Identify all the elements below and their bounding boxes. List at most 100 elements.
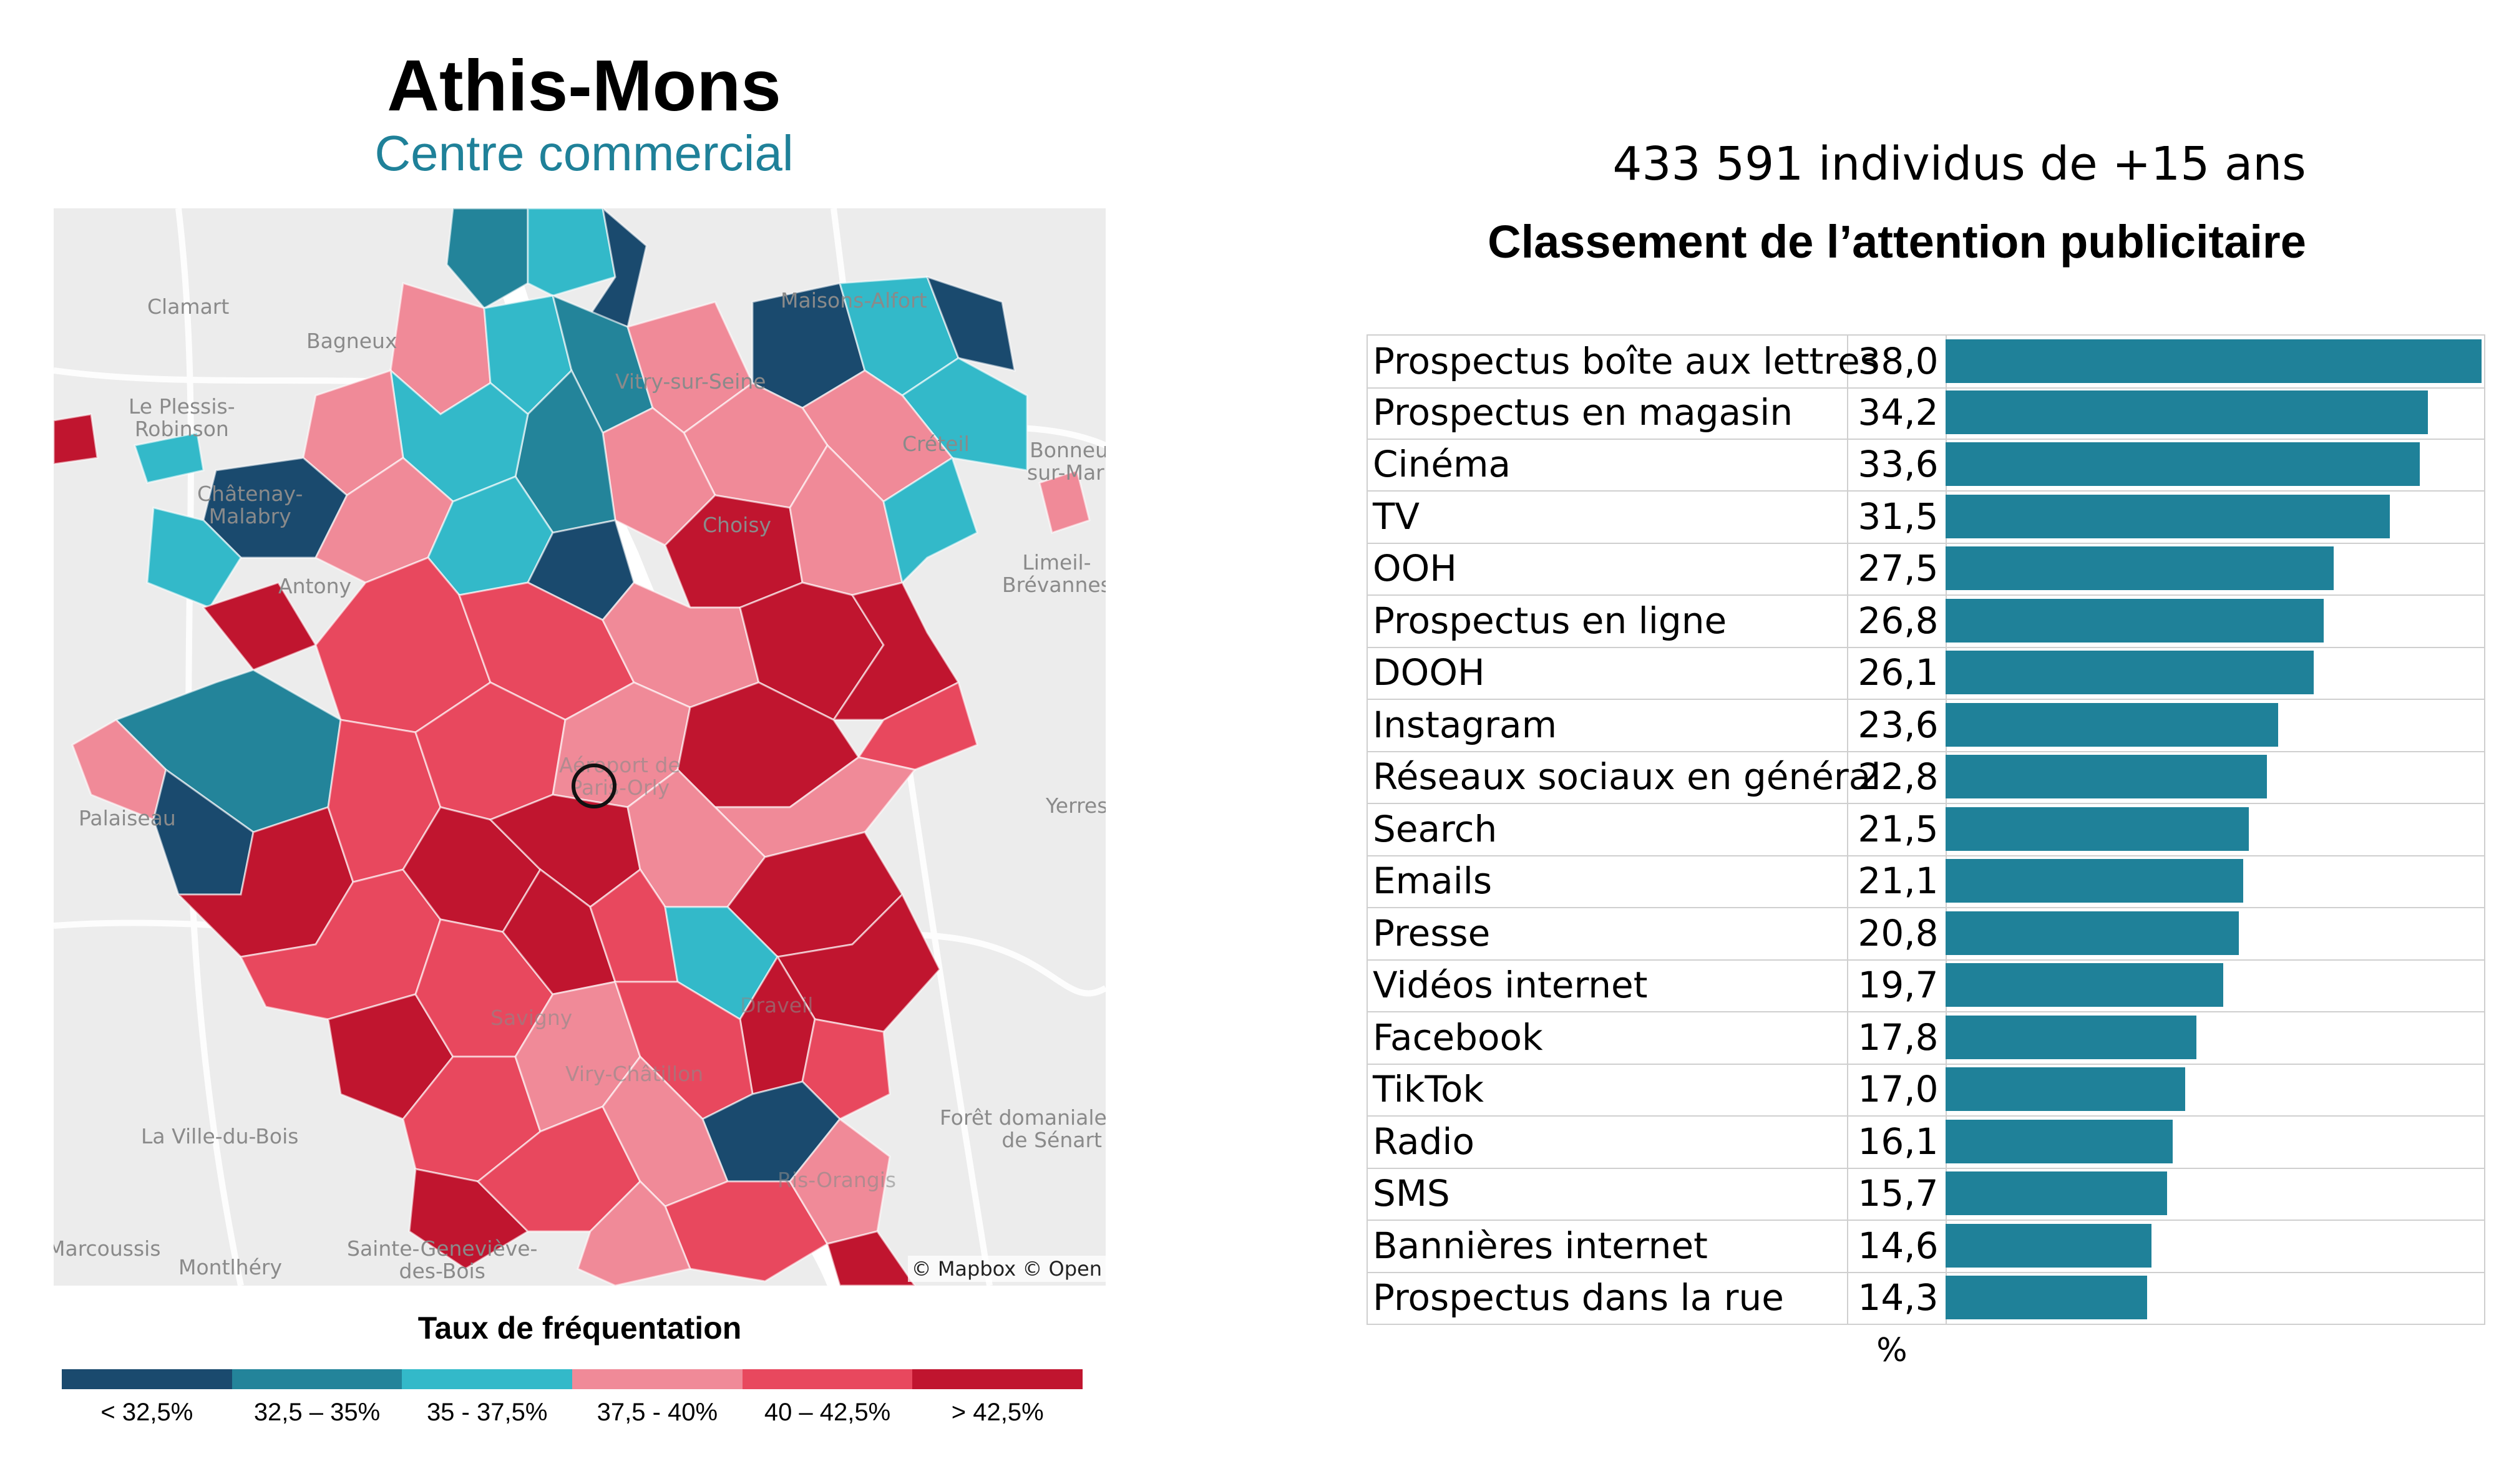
map-place-label: Savigny: [490, 1006, 573, 1030]
bar: [1946, 859, 2243, 903]
map-place-label: Vitry-sur-Seine: [615, 369, 766, 394]
category-label: Emails: [1373, 860, 1493, 902]
map-place-label: Limeil- Brévannes: [1002, 550, 1106, 598]
map-place-label: La Ville-du-Bois: [141, 1124, 299, 1148]
value-label: 31,5: [1858, 495, 1939, 538]
category-label: TV: [1373, 495, 1420, 538]
bar: [1946, 1015, 2196, 1059]
bar: [1946, 339, 2482, 383]
value-label: 21,5: [1858, 807, 1939, 850]
map-place-label: Clamart: [147, 294, 230, 319]
choropleth-map[interactable]: Clamart Bagneux Le Plessis- Robinson Châ…: [54, 208, 1106, 1286]
map-place-label: Palaiseau: [79, 806, 176, 830]
category-label: OOH: [1373, 547, 1457, 589]
legend-swatch: [912, 1369, 1083, 1389]
value-label: 20,8: [1858, 911, 1939, 954]
chart-row: Réseaux sociaux en général 22,8: [1367, 751, 2485, 804]
category-label: Presse: [1373, 911, 1491, 954]
value-label: 33,6: [1858, 443, 1939, 485]
category-label: DOOH: [1373, 651, 1485, 694]
value-label: 17,8: [1858, 1016, 1939, 1059]
chart-row: Prospectus boîte aux lettres 38,0: [1367, 334, 2485, 389]
category-label: Cinéma: [1373, 443, 1511, 485]
chart-row: Prospectus en magasin 34,2: [1367, 387, 2485, 440]
legend-class-label: 32,5 – 35%: [253, 1399, 381, 1426]
category-label: Instagram: [1373, 703, 1557, 746]
value-label: 27,5: [1858, 547, 1939, 589]
legend-title: Taux de fréquentation: [417, 1311, 742, 1346]
value-label: 26,8: [1858, 599, 1939, 642]
bar: [1946, 442, 2420, 486]
map-attribution[interactable]: © Mapbox © Open: [907, 1256, 1106, 1282]
bar: [1946, 1171, 2167, 1215]
category-label: TikTok: [1373, 1068, 1484, 1110]
value-label: 22,8: [1858, 755, 1939, 798]
chart-row: Instagram 23,6: [1367, 699, 2485, 752]
table-divider: [1847, 334, 1848, 1324]
category-label: Prospectus dans la rue: [1373, 1276, 1784, 1319]
category-label: Facebook: [1373, 1016, 1543, 1059]
category-label: Search: [1373, 807, 1498, 850]
category-label: Prospectus boîte aux lettres: [1373, 340, 1879, 382]
map-place-label: Ris-Orangis: [777, 1168, 897, 1192]
chart-row: OOH 27,5: [1367, 543, 2485, 596]
bar: [1946, 598, 2324, 643]
population-line: 433 591 individus de +15 ans: [1612, 137, 2306, 191]
value-label: 26,1: [1858, 651, 1939, 694]
map-place-label: Viry-Châtillon: [565, 1062, 704, 1086]
bar: [1946, 755, 2267, 798]
chart-row: Facebook 17,8: [1367, 1012, 2485, 1065]
value-label: 14,6: [1858, 1224, 1939, 1267]
attention-ranking-chart: Prospectus boîte aux lettres 38,0 Prospect…: [1367, 334, 2485, 1325]
map-subtitle: Centre commercial: [374, 125, 794, 181]
bar: [1946, 963, 2223, 1007]
map-place-label: Maisons-Alfort: [781, 288, 927, 313]
chart-row: Search 21,5: [1367, 803, 2485, 856]
category-label: Vidéos internet: [1373, 964, 1648, 1006]
bar: [1946, 1119, 2173, 1163]
legend-class-label: < 32,5%: [100, 1399, 193, 1426]
chart-row: Prospectus en ligne 26,8: [1367, 595, 2485, 648]
value-label: 34,2: [1858, 390, 1939, 434]
value-label: 14,3: [1858, 1276, 1939, 1319]
legend-labels: < 32,5% 32,5 – 35% 35 - 37,5% 37,5 - 40% 40 …: [62, 1399, 1083, 1427]
map-place-label: Bonneuil- sur-Marne: [1027, 438, 1106, 485]
legend-class-label: 40 – 42,5%: [764, 1399, 891, 1426]
map-place-label: Antony: [278, 574, 352, 598]
map-place-label: Choisy: [703, 513, 772, 537]
legend-swatch: [572, 1369, 743, 1389]
value-label: 23,6: [1858, 703, 1939, 746]
chart-row: Cinéma 33,6: [1367, 439, 2485, 492]
map-place-label: Forêt domaniale de Sénart: [940, 1105, 1106, 1153]
bar: [1946, 1276, 2147, 1319]
chart-row: TikTok 17,0: [1367, 1064, 2485, 1117]
value-label: 17,0: [1858, 1068, 1939, 1110]
value-label: 15,7: [1858, 1172, 1939, 1215]
value-label: 21,1: [1858, 860, 1939, 902]
map-place-label: Yerres: [1046, 793, 1106, 818]
legend-class-label: > 42,5%: [951, 1399, 1044, 1426]
chart-row: DOOH 26,1: [1367, 647, 2485, 700]
chart-row: Prospectus dans la rue 14,3: [1367, 1272, 2485, 1325]
table-border: [2484, 334, 2485, 1324]
map-place-label: Sainte-Geneviève- des-Bois: [347, 1236, 538, 1284]
chart-heading: Classement de l’attention publicitaire: [1488, 216, 2306, 268]
bar: [1946, 1067, 2185, 1111]
map-place-label: Châtenay- Malabry: [197, 482, 303, 529]
chart-row: Radio 16,1: [1367, 1116, 2485, 1169]
location-marker-icon: [572, 764, 616, 808]
legend-swatch: [742, 1369, 913, 1389]
table-border: [1367, 334, 1368, 1324]
category-label: Réseaux sociaux en général: [1373, 755, 1881, 798]
category-label: SMS: [1373, 1172, 1450, 1215]
chart-row: Emails 21,1: [1367, 855, 2485, 908]
legend-class-label: 37,5 - 40%: [597, 1399, 718, 1426]
legend-class-label: 35 - 37,5%: [426, 1399, 548, 1426]
value-label: 38,0: [1858, 340, 1939, 382]
chart-row: Presse 20,8: [1367, 908, 2485, 961]
map-place-label: Montlhéry: [178, 1255, 282, 1279]
legend-swatch: [402, 1369, 573, 1389]
bar: [1946, 807, 2249, 851]
map-place-label: Le Plessis- Robinson: [129, 394, 235, 442]
value-label: 16,1: [1858, 1120, 1939, 1163]
